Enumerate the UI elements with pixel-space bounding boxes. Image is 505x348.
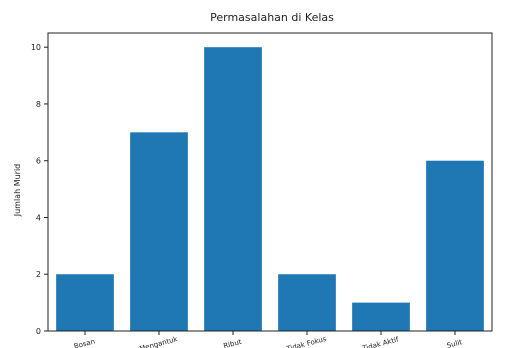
y-tick-label: 2 — [36, 270, 41, 279]
y-axis-label: Jumlah Murid — [13, 164, 22, 218]
y-tick-label: 10 — [31, 43, 41, 52]
bars-group — [56, 47, 484, 331]
x-tick-label: Bosan — [73, 337, 96, 348]
chart-title: Permasalahan di Kelas — [210, 11, 334, 24]
y-ticks-group: 0 2 4 6 8 10 — [31, 43, 48, 336]
x-tick-label: Sulit — [446, 338, 463, 348]
y-tick-label: 0 — [36, 327, 41, 336]
y-tick-label: 4 — [36, 213, 41, 222]
x-ticks-group: Bosan Mengantuk Ribut Tidak Fokus Tidak Akti… — [73, 331, 463, 348]
bar-mengantuk — [130, 132, 188, 331]
y-tick-label: 8 — [36, 100, 41, 109]
bar-tidak-fokus — [278, 274, 336, 331]
bar-sulit — [426, 160, 484, 331]
bar-bosan — [56, 274, 114, 331]
x-tick-label: Ribut — [223, 338, 243, 348]
y-tick-label: 6 — [36, 157, 41, 166]
bar-tidak-aktif — [352, 302, 410, 331]
bar-ribut — [204, 47, 262, 331]
plot-frame — [47, 32, 493, 332]
